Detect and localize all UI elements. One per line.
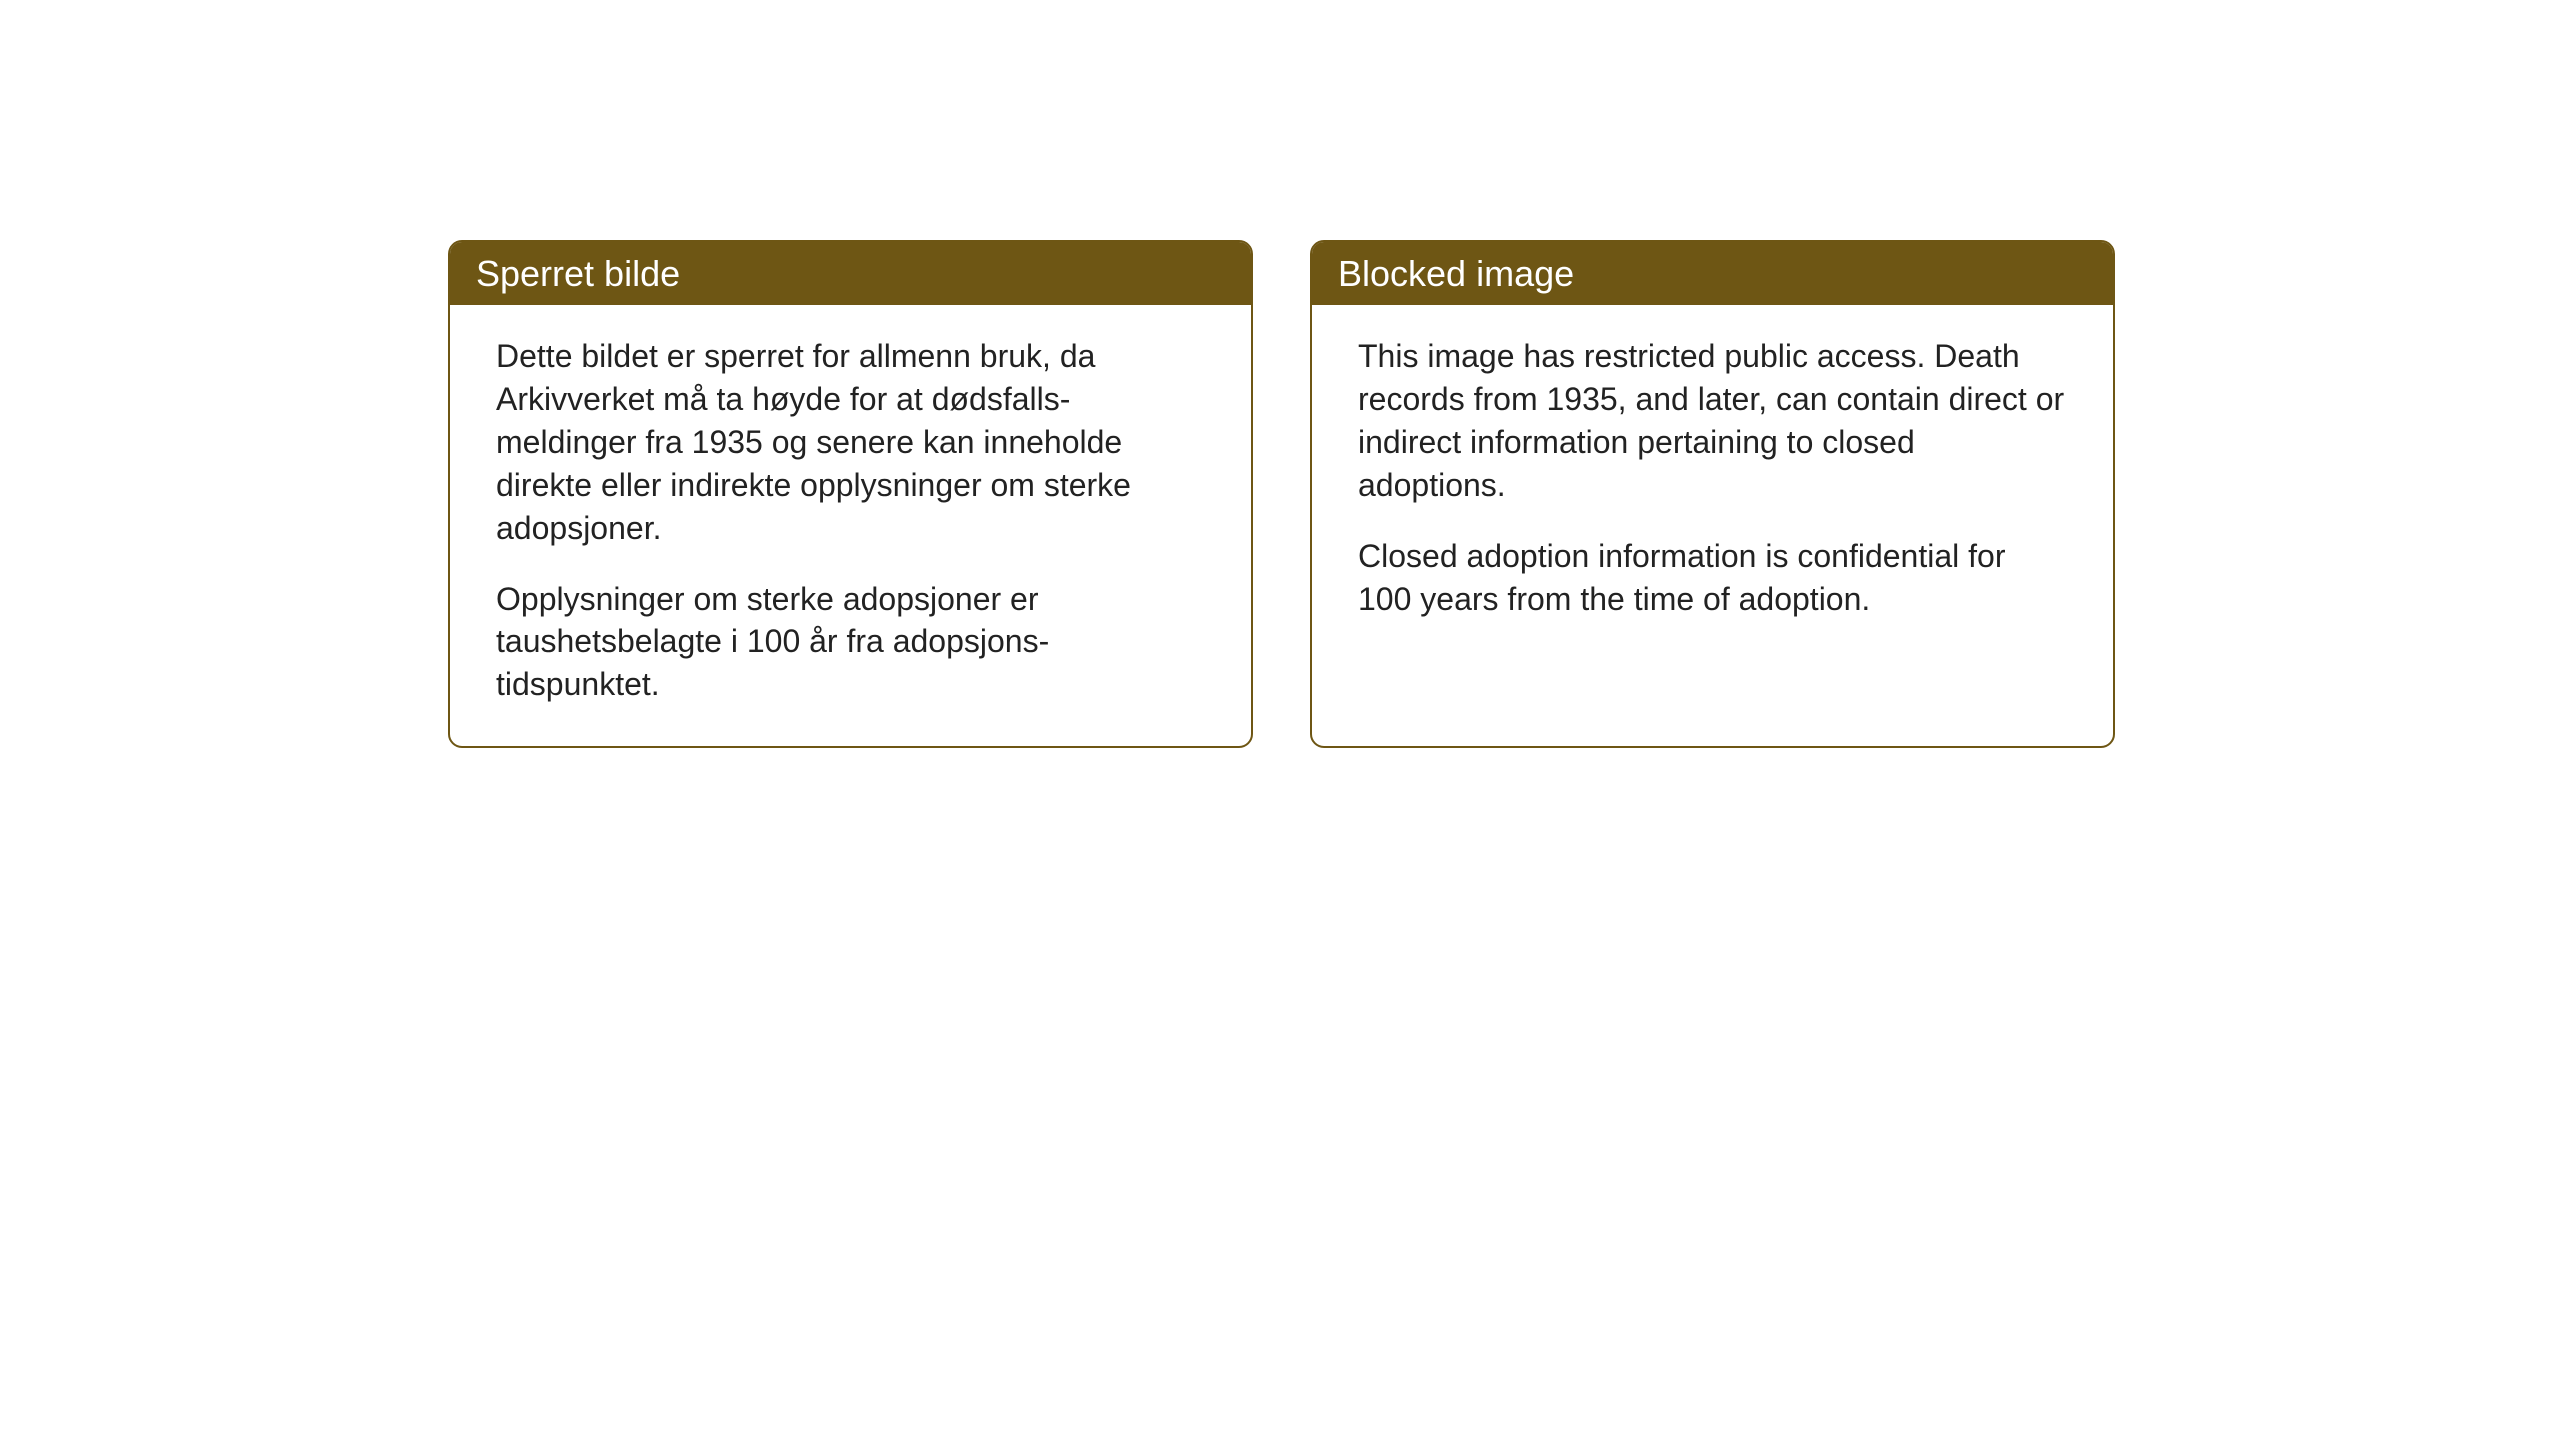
norwegian-notice-card: Sperret bilde Dette bildet er sperret fo… (448, 240, 1253, 748)
norwegian-card-body: Dette bildet er sperret for allmenn bruk… (450, 305, 1251, 746)
english-paragraph-2: Closed adoption information is confident… (1358, 535, 2067, 621)
norwegian-card-title: Sperret bilde (450, 242, 1251, 305)
english-paragraph-1: This image has restricted public access.… (1358, 335, 2067, 507)
english-card-title: Blocked image (1312, 242, 2113, 305)
english-card-body: This image has restricted public access.… (1312, 305, 2113, 725)
norwegian-paragraph-2: Opplysninger om sterke adopsjoner er tau… (496, 578, 1205, 707)
norwegian-paragraph-1: Dette bildet er sperret for allmenn bruk… (496, 335, 1205, 549)
notice-container: Sperret bilde Dette bildet er sperret fo… (448, 240, 2115, 748)
english-notice-card: Blocked image This image has restricted … (1310, 240, 2115, 748)
